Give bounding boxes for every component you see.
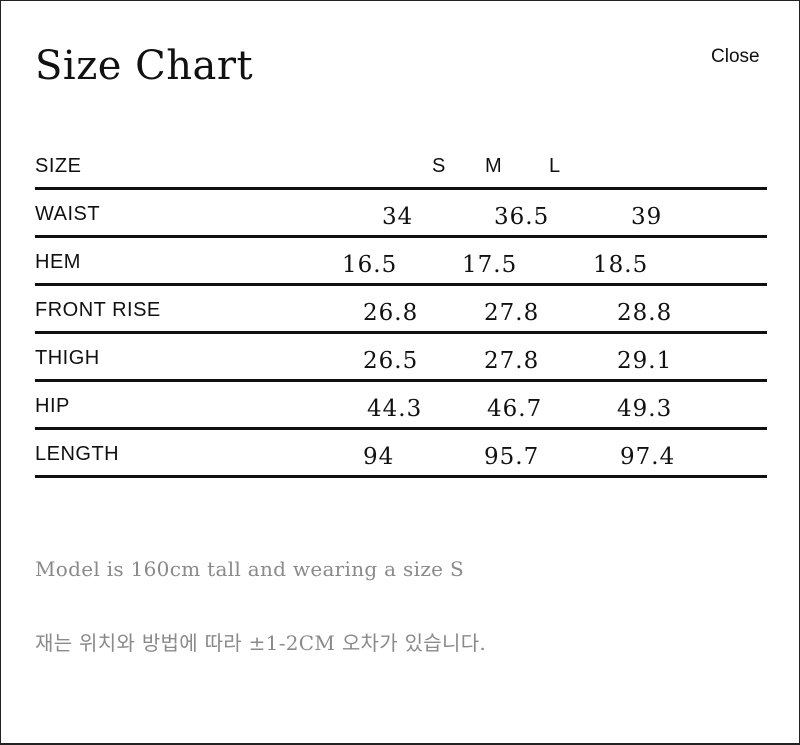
size-header-m: M — [485, 155, 502, 177]
header-label: SIZE — [35, 155, 82, 177]
dialog-title: Size Chart — [35, 43, 254, 89]
cell-l: 39 — [631, 204, 663, 230]
cell-s: 26.5 — [363, 348, 419, 374]
table-row: HEM 16.5 17.5 18.5 — [35, 238, 767, 286]
cell-m: 95.7 — [484, 444, 540, 470]
row-label: THIGH — [35, 347, 100, 369]
cell-s: 44.3 — [367, 396, 423, 422]
row-label: FRONT RISE — [35, 299, 161, 321]
cell-m: 17.5 — [462, 252, 518, 278]
cell-l: 49.3 — [617, 396, 673, 422]
row-label: WAIST — [35, 203, 101, 225]
cell-m: 27.8 — [484, 348, 540, 374]
cell-l: 29.1 — [617, 348, 673, 374]
close-button[interactable]: Close — [711, 46, 760, 67]
row-label: HIP — [35, 395, 70, 417]
row-label: LENGTH — [35, 443, 120, 465]
size-header-s: S — [432, 155, 446, 177]
table-row: WAIST 34 36.5 39 — [35, 190, 767, 238]
table-row: HIP 44.3 46.7 49.3 — [35, 382, 767, 430]
size-table: SIZE S M L WAIST 34 36.5 39 HEM 16.5 17.… — [35, 141, 767, 478]
cell-m: 36.5 — [494, 204, 550, 230]
cell-l: 28.8 — [617, 300, 673, 326]
cell-s: 34 — [382, 204, 414, 230]
cell-l: 18.5 — [593, 252, 649, 278]
model-note: Model is 160cm tall and wearing a size S — [35, 557, 464, 581]
cell-m: 46.7 — [487, 396, 543, 422]
cell-l: 97.4 — [620, 444, 676, 470]
tolerance-note: 재는 위치와 방법에 따라 ±1-2CM 오차가 있습니다. — [35, 631, 487, 655]
cell-s: 26.8 — [363, 300, 419, 326]
table-row: FRONT RISE 26.8 27.8 28.8 — [35, 286, 767, 334]
table-row: THIGH 26.5 27.8 29.1 — [35, 334, 767, 382]
cell-m: 27.8 — [484, 300, 540, 326]
cell-s: 94 — [363, 444, 395, 470]
cell-s: 16.5 — [342, 252, 398, 278]
table-row: LENGTH 94 95.7 97.4 — [35, 430, 767, 478]
size-header-l: L — [549, 155, 561, 177]
table-header-row: SIZE S M L — [35, 141, 767, 190]
row-label: HEM — [35, 251, 81, 273]
